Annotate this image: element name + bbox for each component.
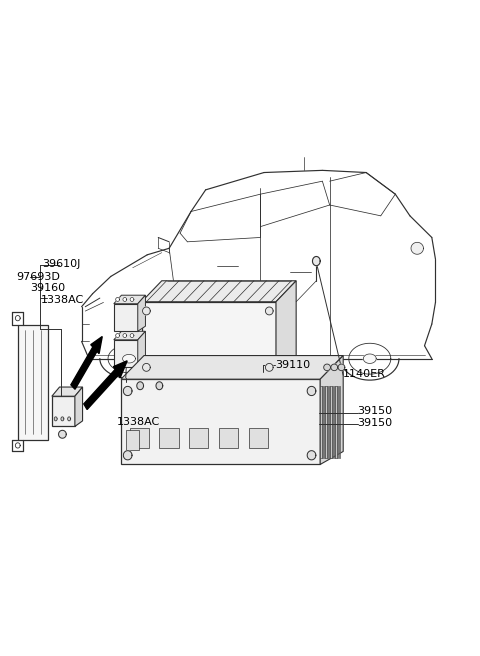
Text: 39160: 39160: [30, 283, 65, 293]
Bar: [327, 386, 328, 458]
Polygon shape: [276, 281, 296, 374]
Bar: [332, 386, 333, 458]
Bar: [189, 428, 208, 448]
Bar: [114, 304, 138, 331]
Polygon shape: [143, 363, 150, 371]
Polygon shape: [114, 331, 145, 340]
Bar: [159, 428, 179, 448]
Bar: [142, 302, 276, 374]
Polygon shape: [122, 354, 135, 363]
Text: 1338AC: 1338AC: [41, 295, 84, 305]
Polygon shape: [307, 386, 316, 396]
Polygon shape: [59, 430, 66, 438]
Bar: [18, 325, 48, 440]
Bar: [126, 430, 139, 450]
Polygon shape: [84, 369, 119, 409]
Polygon shape: [320, 356, 343, 464]
Polygon shape: [137, 382, 144, 390]
Text: 39610J: 39610J: [42, 258, 81, 269]
Polygon shape: [324, 364, 330, 371]
Bar: [334, 386, 335, 458]
Polygon shape: [138, 331, 145, 367]
Polygon shape: [54, 417, 57, 420]
Polygon shape: [113, 361, 127, 378]
Polygon shape: [116, 298, 120, 301]
Bar: [325, 386, 326, 458]
Polygon shape: [411, 242, 423, 255]
Polygon shape: [116, 334, 120, 337]
Polygon shape: [123, 386, 132, 396]
Polygon shape: [338, 364, 345, 371]
Polygon shape: [91, 337, 102, 354]
Text: 1140ER: 1140ER: [343, 369, 386, 379]
Bar: [320, 386, 322, 458]
Bar: [219, 428, 238, 448]
Polygon shape: [123, 334, 127, 337]
Bar: [322, 386, 323, 458]
Text: 39150: 39150: [358, 418, 393, 428]
Bar: [335, 386, 336, 458]
Polygon shape: [143, 307, 150, 315]
Polygon shape: [123, 298, 127, 301]
Polygon shape: [15, 316, 20, 321]
Bar: [324, 386, 325, 458]
Bar: [52, 396, 75, 426]
Bar: [249, 428, 268, 448]
Polygon shape: [61, 417, 64, 420]
Polygon shape: [307, 451, 316, 460]
Polygon shape: [114, 295, 145, 304]
Polygon shape: [15, 443, 20, 448]
Text: 97693D: 97693D: [16, 272, 60, 283]
Polygon shape: [363, 354, 376, 363]
Text: 1338AC: 1338AC: [117, 417, 160, 428]
Polygon shape: [265, 307, 273, 315]
Bar: [114, 340, 138, 367]
Polygon shape: [265, 363, 273, 371]
Polygon shape: [121, 356, 343, 379]
Polygon shape: [52, 387, 83, 396]
Polygon shape: [123, 451, 132, 460]
Text: 39110: 39110: [275, 360, 310, 371]
Polygon shape: [130, 298, 134, 301]
Bar: [330, 386, 332, 458]
Polygon shape: [75, 387, 83, 426]
Polygon shape: [68, 417, 71, 420]
Polygon shape: [142, 281, 296, 302]
Bar: [130, 428, 149, 448]
Bar: [338, 386, 340, 458]
Text: 39150: 39150: [358, 405, 393, 416]
Polygon shape: [71, 347, 97, 389]
Polygon shape: [130, 334, 134, 337]
Polygon shape: [312, 256, 320, 266]
Polygon shape: [331, 364, 337, 371]
Bar: [121, 379, 320, 464]
Polygon shape: [138, 295, 145, 331]
Bar: [328, 386, 330, 458]
Polygon shape: [156, 382, 163, 390]
Bar: [337, 386, 338, 458]
